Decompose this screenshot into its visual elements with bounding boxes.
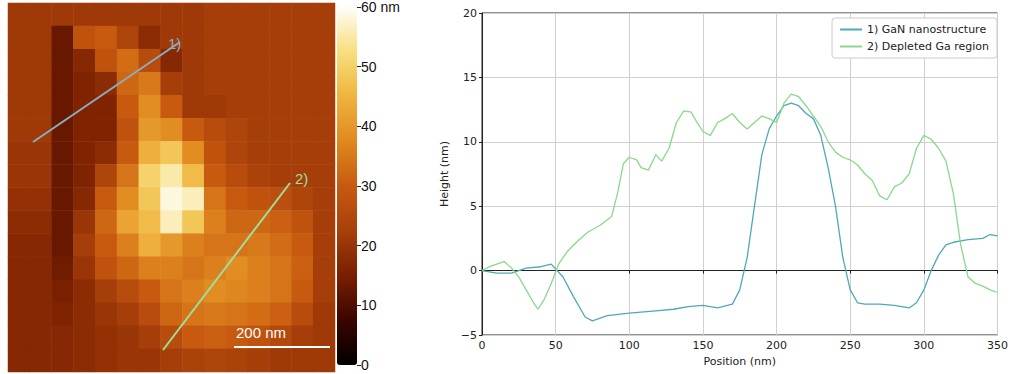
svg-text:0: 0 xyxy=(470,264,477,277)
svg-text:200 nm: 200 nm xyxy=(236,324,286,341)
svg-text:50: 50 xyxy=(549,339,563,352)
svg-text:350: 350 xyxy=(987,339,1008,352)
svg-text:150: 150 xyxy=(692,339,713,352)
svg-text:50: 50 xyxy=(361,59,377,75)
svg-text:10: 10 xyxy=(463,135,477,148)
svg-text:2): 2) xyxy=(295,170,308,187)
svg-text:250: 250 xyxy=(840,339,861,352)
svg-text:0: 0 xyxy=(479,339,486,352)
svg-text:10: 10 xyxy=(361,297,377,313)
svg-text:1) GaN nanostructure: 1) GaN nanostructure xyxy=(867,23,986,36)
svg-text:200: 200 xyxy=(766,339,787,352)
svg-text:2) Depleted Ga region: 2) Depleted Ga region xyxy=(867,40,989,53)
svg-text:30: 30 xyxy=(361,178,377,194)
svg-text:20: 20 xyxy=(463,7,477,20)
svg-text:15: 15 xyxy=(463,71,477,84)
svg-text:40: 40 xyxy=(361,118,377,134)
svg-text:20: 20 xyxy=(361,238,377,254)
svg-text:60 nm: 60 nm xyxy=(361,0,400,15)
svg-text:Position (nm): Position (nm) xyxy=(703,355,776,368)
svg-text:−5: −5 xyxy=(461,329,477,342)
svg-text:Height (nm): Height (nm) xyxy=(438,141,451,207)
svg-text:1): 1) xyxy=(168,35,181,52)
svg-text:100: 100 xyxy=(619,339,640,352)
svg-text:0: 0 xyxy=(361,357,369,373)
svg-text:5: 5 xyxy=(470,200,477,213)
svg-text:300: 300 xyxy=(913,339,934,352)
